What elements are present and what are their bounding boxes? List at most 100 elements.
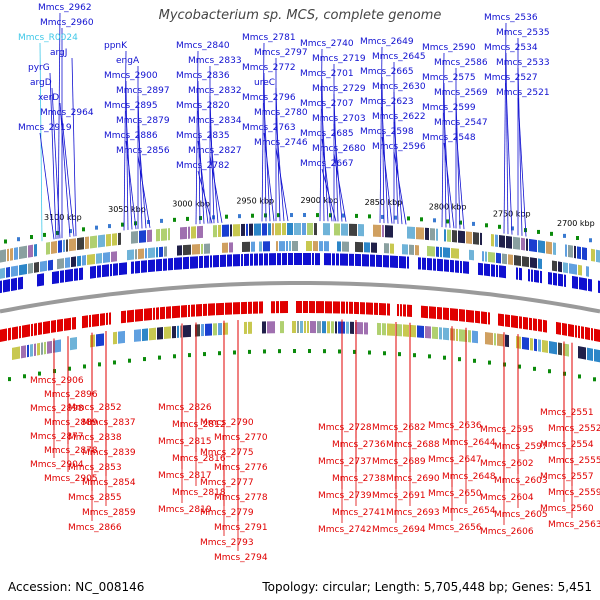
gene-label-reverse: Mmcs_2852 — [68, 403, 122, 413]
outer-feature-dot — [121, 222, 124, 227]
reverse-gene — [259, 301, 263, 314]
gene-label-reverse: Mmcs_2554 — [540, 440, 594, 450]
forward-gene — [210, 255, 212, 268]
gene-label-reverse: Mmcs_2741 — [332, 508, 386, 518]
reverse-feature-block — [244, 321, 247, 335]
scale-label: 3100 kbp — [44, 213, 82, 222]
gc-feature-block — [447, 229, 451, 242]
inner-feature-dot — [533, 366, 536, 371]
forward-gene-shade — [488, 251, 495, 263]
forward-gene-shade — [371, 242, 377, 253]
forward-gene — [183, 256, 189, 270]
gc-feature-block — [314, 223, 317, 236]
reverse-feature-block — [177, 325, 179, 338]
forward-gene — [213, 255, 219, 268]
inner-feature-dot — [8, 377, 11, 382]
gc-feature-block — [10, 248, 13, 261]
gc-feature-block — [275, 223, 281, 236]
reverse-gene — [519, 316, 522, 329]
gene-label-forward: Mmcs_2665 — [360, 67, 414, 77]
gc-feature-block — [529, 238, 537, 253]
forward-gene-shade — [306, 241, 312, 252]
gene-label-reverse: Mmcs_2682 — [372, 423, 426, 433]
forward-gene-shade — [530, 257, 537, 269]
forward-gene — [437, 258, 443, 272]
gc-feature-block — [407, 226, 415, 240]
reverse-feature-block — [118, 330, 125, 344]
forward-gene-shade — [289, 241, 291, 252]
inner-feature-dot — [143, 357, 146, 362]
leader-line-forward — [393, 151, 407, 225]
gene-label-forward: Mmcs_2827 — [188, 146, 242, 156]
reverse-feature-block — [346, 321, 349, 334]
forward-gene-shade — [355, 241, 363, 253]
forward-gene-shade — [485, 251, 487, 262]
inner-feature-dot — [233, 350, 236, 355]
gc-feature-block — [222, 224, 229, 237]
gene-label-forward: Mmcs_2590 — [422, 43, 476, 53]
reverse-gene — [144, 307, 152, 321]
gene-label-reverse: Mmcs_2647 — [428, 455, 482, 465]
gc-feature-block — [188, 226, 190, 239]
forward-gene — [491, 264, 495, 277]
gc-feature-block — [106, 233, 111, 247]
reverse-gene — [100, 313, 105, 326]
reverse-feature-block — [587, 347, 593, 362]
reverse-feature-block — [213, 323, 217, 336]
gene-label-forward: Mmcs_2879 — [116, 116, 170, 126]
outer-feature-dot — [173, 217, 176, 222]
reverse-feature-block — [262, 321, 266, 334]
gc-feature-block — [574, 245, 576, 259]
reverse-feature-block — [522, 336, 529, 351]
reverse-gene — [346, 301, 348, 314]
gene-label-forward: ureC — [254, 78, 275, 88]
leader-line-forward — [137, 95, 143, 229]
reverse-feature-block — [157, 327, 163, 340]
gene-label-reverse: Mmcs_2557 — [540, 472, 594, 482]
gc-feature-block — [513, 236, 520, 250]
reverse-gene — [34, 323, 37, 336]
gene-label-reverse: Mmcs_2738 — [332, 474, 386, 484]
gene-label-reverse: Mmcs_2793 — [200, 538, 254, 548]
reverse-feature-block — [183, 324, 191, 338]
forward-gene-shade — [469, 249, 474, 261]
forward-gene — [460, 260, 462, 274]
forward-gene — [294, 253, 302, 266]
gene-label-forward: Mmcs_2897 — [116, 86, 170, 96]
forward-gene — [174, 257, 182, 270]
gc-feature-block — [69, 238, 76, 252]
forward-gene-shade — [538, 258, 542, 270]
leader-line-forward — [381, 76, 385, 224]
gene-label-forward: Mmcs_R0024 — [18, 33, 78, 43]
reverse-gene — [341, 301, 345, 314]
forward-gene-shade — [156, 247, 158, 258]
forward-gene-shade — [48, 259, 53, 271]
forward-gene — [444, 259, 449, 272]
reverse-feature-block — [485, 332, 493, 346]
forward-gene-shade — [337, 241, 341, 252]
gene-label-forward: Mmcs_2703 — [312, 114, 366, 124]
reverse-feature-block — [549, 341, 557, 355]
forward-gene — [156, 258, 162, 272]
gc-feature-block — [98, 234, 105, 248]
reverse-gene — [568, 323, 574, 338]
forward-gene — [282, 253, 287, 266]
reverse-gene — [466, 309, 474, 323]
gc-feature-block — [436, 228, 438, 241]
gene-label-reverse: Mmcs_2595 — [480, 425, 534, 435]
outer-feature-dot — [420, 217, 423, 222]
reverse-gene — [538, 319, 542, 332]
gc-feature-block — [491, 234, 494, 247]
scale-label: 2950 kbp — [236, 197, 274, 206]
reverse-gene — [309, 301, 315, 314]
forward-gene-shade — [443, 247, 450, 258]
reverse-feature-block — [459, 329, 467, 343]
forward-gene — [254, 253, 258, 266]
leader-line-forward — [333, 93, 339, 222]
leader-line-forward — [263, 132, 275, 222]
reverse-feature-block — [205, 323, 212, 336]
forward-gene-shade — [77, 255, 81, 267]
reverse-feature-block — [41, 342, 43, 355]
reverse-gene — [575, 325, 577, 338]
gene-label-forward: Mmcs_2856 — [116, 146, 170, 156]
